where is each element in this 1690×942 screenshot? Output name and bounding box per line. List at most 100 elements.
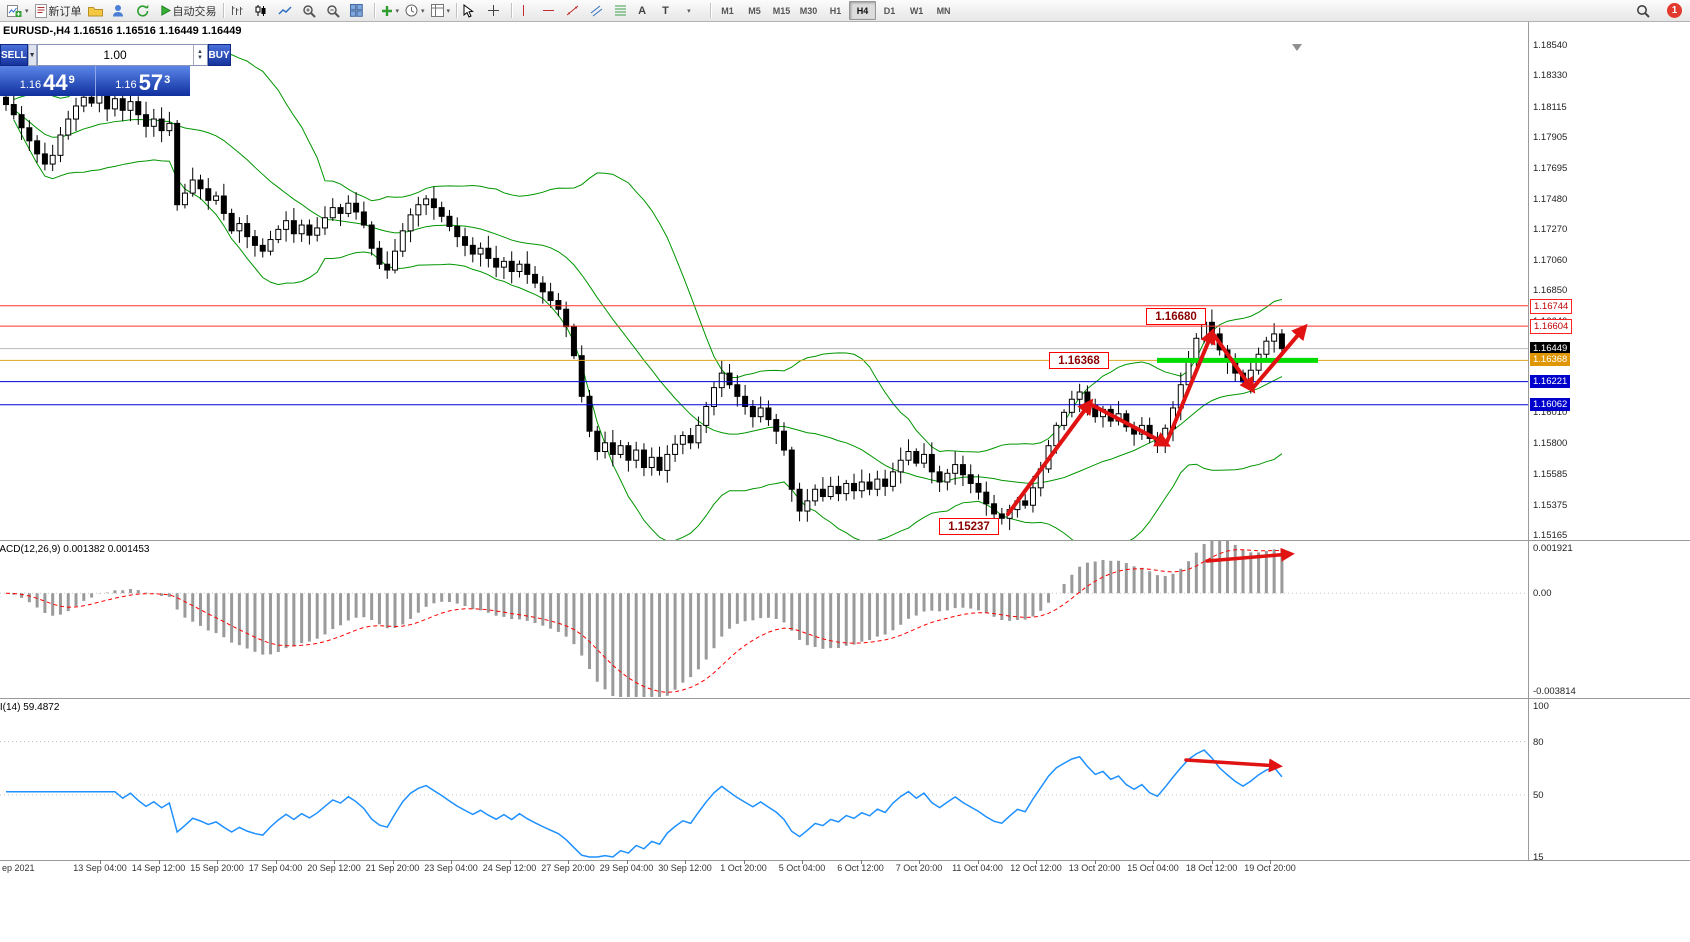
timeframe-d1-button[interactable]: D1	[883, 5, 896, 16]
volume-input[interactable]	[37, 45, 193, 65]
timeframe-m1-button[interactable]: M1	[721, 5, 734, 16]
search-button[interactable]	[1633, 2, 1657, 20]
fibonacci-tool-button[interactable]	[611, 2, 635, 20]
trend-arrow[interactable]	[1250, 323, 1308, 391]
indicators-button[interactable]: ▾	[378, 2, 403, 20]
horizontal-line-tool-button[interactable]	[539, 2, 563, 20]
vertical-line-tool-button[interactable]	[515, 2, 539, 20]
text-tool-button[interactable]: A	[635, 2, 659, 20]
timeframe-m5-button[interactable]: M5	[748, 5, 761, 16]
trend-arrow[interactable]	[1164, 327, 1216, 446]
refresh-icon	[136, 4, 148, 17]
cursor-tool-button[interactable]	[460, 2, 484, 20]
horizontal-line-icon	[543, 10, 555, 11]
time-axis-label: 1 Oct 20:00	[720, 863, 767, 873]
crosshair-tool-button[interactable]	[484, 2, 508, 20]
autotrading-label: 自动交易	[172, 5, 217, 18]
time-axis-line	[0, 860, 1690, 861]
trend-arrow[interactable]	[1090, 403, 1171, 447]
buy-button[interactable]: BUY	[207, 44, 231, 66]
timeframe-h4-button[interactable]: H4	[849, 1, 877, 20]
autotrading-button[interactable]: 自动交易	[157, 2, 220, 20]
notification-badge[interactable]: 1	[1667, 3, 1682, 18]
time-axis-tick	[451, 860, 452, 864]
rsi-name: RSI(14)	[0, 702, 21, 713]
templates-button[interactable]: ▾	[428, 2, 454, 20]
volume-increase-button[interactable]: ▲	[197, 49, 203, 55]
trade-prices-row: 1.16 44 9 1.16 57 3	[0, 66, 190, 96]
toolbar-separator	[710, 3, 712, 18]
time-axis-tick	[860, 860, 862, 864]
time-axis-tick	[919, 860, 920, 864]
time-axis-label: 13 Sep 04:00	[73, 863, 127, 873]
time-axis-label: 11 Oct 04:00	[952, 863, 1003, 873]
price-scale-label: 1.15800	[1533, 437, 1568, 449]
tile-windows-button[interactable]	[347, 2, 371, 20]
channel-tool-button[interactable]	[587, 2, 611, 20]
price-marker: 1.16062	[1530, 397, 1571, 411]
zoom-out-button[interactable]	[323, 2, 347, 20]
time-axis-label: 6 Oct 12:00	[837, 863, 884, 873]
trade-options-caret[interactable]: ▼	[27, 44, 37, 66]
price-callout-label[interactable]: 1.15237	[939, 518, 999, 535]
time-axis-tick	[334, 860, 335, 864]
macd-signal-value: 0.001453	[107, 544, 150, 555]
bar-chart-icon	[231, 6, 243, 15]
time-axis-tick	[158, 860, 160, 864]
navigator-button[interactable]	[109, 2, 133, 20]
history-center-button[interactable]	[85, 2, 109, 20]
trendline-tool-button[interactable]	[563, 2, 587, 20]
price-divider	[94, 66, 96, 96]
macd-main-value: 0.001382	[63, 544, 105, 555]
price-scale-label: 1.15585	[1533, 469, 1568, 481]
refresh-button[interactable]	[133, 2, 157, 20]
time-axis-tick	[509, 860, 511, 864]
sell-price-big: 44	[43, 70, 68, 95]
price-callout-label[interactable]: 1.16368	[1049, 352, 1109, 369]
rsi-indicator-label: RSI(14) 59.4872	[0, 702, 59, 713]
timeframe-mn-button[interactable]: MN	[936, 5, 951, 16]
buy-price-display[interactable]: 1.16 57 3	[96, 66, 191, 96]
arrows-tool-button[interactable]: ▾	[683, 2, 707, 20]
time-axis-tick	[1211, 860, 1213, 864]
macd-scale-label: -0.003814	[1533, 686, 1576, 697]
chevron-down-icon: ▾	[395, 7, 400, 15]
text-label-tool-button[interactable]: T	[659, 2, 683, 20]
time-axis-tick	[1270, 860, 1271, 864]
line-chart-mode-button[interactable]	[275, 2, 299, 20]
price-scale-label: 1.17480	[1533, 193, 1568, 205]
toolbar-separator	[373, 3, 375, 18]
new-order-button[interactable]: 新订单	[32, 2, 85, 20]
trend-arrow[interactable]	[1212, 333, 1256, 394]
candlestick-series	[3, 85, 1285, 531]
price-scale-label: 1.18330	[1533, 70, 1568, 82]
bollinger-bands	[13, 54, 1283, 540]
new-chart-button[interactable]: ▾	[4, 2, 32, 20]
volume-spinner: ▲ ▼	[192, 45, 207, 65]
price-callout-label[interactable]: 1.16680	[1146, 308, 1206, 325]
timeframe-w1-button[interactable]: W1	[909, 5, 924, 16]
time-axis-tick	[217, 860, 218, 864]
time-axis-label: 20 Sep 12:00	[307, 863, 361, 873]
timeframe-m15-button[interactable]: M15	[772, 5, 791, 16]
pane-separator[interactable]	[0, 698, 1690, 699]
new-order-icon	[34, 3, 47, 18]
bar-chart-mode-button[interactable]	[227, 2, 251, 20]
volume-decrease-button[interactable]: ▼	[197, 55, 203, 61]
trend-arrow[interactable]	[1184, 758, 1283, 773]
trend-arrow[interactable]	[1006, 398, 1094, 516]
timeframe-m30-button[interactable]: M30	[799, 5, 818, 16]
periods-button[interactable]: ▾	[402, 2, 428, 20]
candlestick-mode-button[interactable]	[251, 2, 275, 20]
time-axis-label: 14 Sep 12:00	[131, 863, 186, 873]
sell-price-display[interactable]: 1.16 44 9	[0, 66, 95, 96]
macd-scale-label: 0.00	[1533, 588, 1552, 600]
zoom-in-button[interactable]	[299, 2, 323, 20]
timeframe-h1-button[interactable]: H1	[829, 5, 842, 16]
pane-separator[interactable]	[0, 540, 1690, 541]
chart-shift-marker[interactable]	[1292, 44, 1302, 51]
sell-button[interactable]: SELL	[0, 44, 28, 66]
trend-arrow[interactable]	[1205, 547, 1295, 563]
